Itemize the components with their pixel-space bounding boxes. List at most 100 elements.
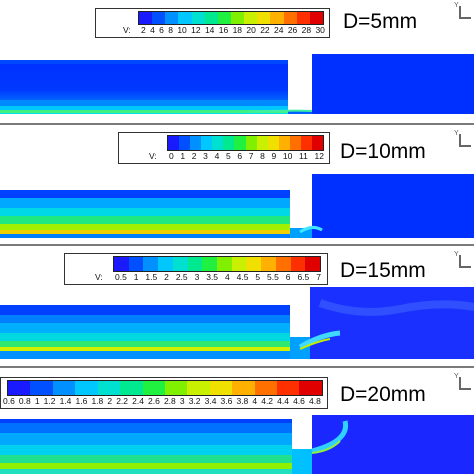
legend-color-swatch: [309, 12, 323, 24]
legend-color-swatch: [187, 257, 203, 271]
velocity-field-d15: [0, 287, 474, 365]
divider: [0, 123, 474, 125]
panel-d5: V: 2 4 6 8 10 12 14 16 18 20 22 24 26 28 30 D=5mm Y: [0, 0, 474, 122]
panel-d10: V: 0 1 2 3 4 5 6 7 8 9 10 11 12 D=10mm Y: [0, 126, 474, 244]
legend-tick-label: 2: [107, 396, 113, 406]
legend-tick-label: 24: [274, 25, 284, 35]
legend-box: V: 0.5 1 1.5 2 2.5 3 3.5 4 4.5 5 5.5 6 6.5 7: [64, 253, 328, 285]
legend-color-swatch: [312, 136, 324, 150]
legend-color-swatch: [179, 136, 191, 150]
legend-tick-label: 7: [316, 272, 321, 282]
legend-color-swatch: [256, 136, 268, 150]
legend-tick-label: 4.8: [308, 396, 321, 406]
velocity-field-d10: [0, 174, 474, 244]
legend-colorbar: [7, 380, 323, 396]
legend-tick-label: 5: [255, 272, 261, 282]
legend-color-swatch: [261, 257, 276, 271]
legend-color-swatch: [168, 136, 180, 150]
legend-tick-label: 14: [204, 25, 215, 35]
legend-color-swatch: [139, 12, 153, 24]
legend-color-swatch: [120, 381, 143, 395]
legend-color-swatch: [217, 257, 232, 271]
legend-tick-label: 3.8: [236, 396, 249, 406]
legend-color-swatch: [158, 257, 173, 271]
legend-tick-label: 1: [34, 396, 40, 406]
legend-color-swatch: [257, 12, 271, 24]
legend-tick-label: 1.4: [59, 396, 72, 406]
legend-variable-label: V:: [95, 272, 103, 282]
legend-tick-label: 1.5: [145, 272, 158, 282]
legend-tick-label: 3: [203, 151, 208, 161]
legend-color-swatch: [97, 381, 121, 395]
legend-color-swatch: [217, 12, 231, 24]
legend-color-swatch: [267, 136, 279, 150]
legend-tick-label: 2: [164, 272, 169, 282]
legend-tick-label: 22: [260, 25, 270, 35]
legend-tick-label: 3: [194, 272, 200, 282]
legend-color-swatch: [290, 257, 306, 271]
legend-color-swatch: [275, 257, 291, 271]
legend-color-swatch: [172, 257, 188, 271]
legend-color-swatch: [245, 136, 257, 150]
legend-color-swatch: [75, 381, 98, 395]
divider: [0, 366, 474, 368]
legend-color-swatch: [209, 381, 233, 395]
legend-color-swatch: [190, 136, 202, 150]
velocity-field-d5: [0, 54, 474, 122]
legend-color-swatch: [270, 12, 284, 24]
axis-icon: Y: [454, 373, 472, 391]
legend-colorbar: [138, 11, 324, 25]
legend-color-swatch: [178, 12, 192, 24]
legend-tick-label: 10: [282, 151, 293, 161]
legend-tick-label: 3.5: [206, 272, 219, 282]
divider: [0, 244, 474, 246]
legend-color-swatch: [232, 381, 255, 395]
legend-tick-label: 2.6: [148, 396, 160, 406]
legend-color-swatch: [164, 381, 188, 395]
legend-tick-label: 3: [179, 396, 185, 406]
legend-color-swatch: [231, 257, 247, 271]
axis-icon: Y: [454, 2, 472, 20]
axis-icon: Y: [454, 130, 472, 148]
legend-tick-label: 1.2: [43, 396, 56, 406]
legend-tick-label: 4: [214, 151, 220, 161]
legend-tick-label: 6: [237, 151, 243, 161]
legend-color-swatch: [52, 381, 76, 395]
panel-d15: V: 0.5 1 1.5 2 2.5 3 3.5 4 4.5 5 5.5 6 6.5 7 D=15mm Y: [0, 247, 474, 365]
legend-tick-label: 2: [141, 25, 146, 35]
legend-tick-label: 1: [180, 151, 186, 161]
legend-box: V: 2 4 6 8 10 12 14 16 18 20 22 24 26 28 30: [95, 8, 330, 38]
legend-tick-label: 1.6: [75, 396, 88, 406]
panel-label: D=5mm: [343, 10, 418, 33]
legend-tick-label: 6: [159, 25, 164, 35]
legend-tick-label: 28: [301, 25, 312, 35]
legend-tick-label: 0.6: [3, 396, 15, 406]
legend-tick-label: 6.5: [297, 272, 310, 282]
legend-tick-label: 9: [271, 151, 277, 161]
legend-tick-label: 4: [150, 25, 155, 35]
legend-tick-label: 12: [314, 151, 324, 161]
legend-color-swatch: [152, 12, 166, 24]
legend-color-swatch: [278, 136, 290, 150]
legend-variable-label: V:: [123, 25, 131, 35]
legend-box: V: 0.60.811.21.41.61.822.22.42.62.833.23…: [0, 377, 328, 409]
legend-color-swatch: [202, 257, 218, 271]
panel-d20: V: 0.60.811.21.41.61.822.22.42.62.833.23…: [0, 369, 474, 474]
legend-tick-label: 5.5: [267, 272, 279, 282]
legend-color-swatch: [254, 381, 278, 395]
legend-tick-label: 8: [260, 151, 265, 161]
legend-color-swatch: [299, 381, 322, 395]
legend-color-swatch: [128, 257, 144, 271]
legend-color-swatch: [165, 12, 179, 24]
legend-color-swatch: [201, 136, 213, 150]
velocity-field-d20: [0, 415, 474, 474]
legend-tick-label: 4.4: [277, 396, 289, 406]
legend-variable-label: V:: [149, 151, 157, 161]
panel-label: D=15mm: [340, 259, 426, 282]
legend-tick-label: 5: [225, 151, 231, 161]
legend-color-swatch: [114, 257, 129, 271]
legend-tick-label: 2: [191, 151, 197, 161]
legend-tick-label: 4.5: [236, 272, 249, 282]
legend-tick-label: 2.2: [116, 396, 129, 406]
legend-color-swatch: [223, 136, 235, 150]
